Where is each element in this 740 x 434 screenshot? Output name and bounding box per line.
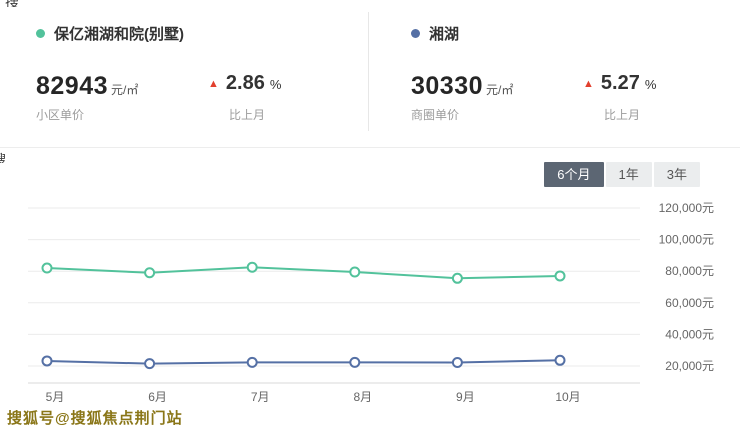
data-point[interactable] <box>41 355 53 367</box>
data-point[interactable] <box>246 356 258 368</box>
district-price-value: 30330 <box>411 72 484 100</box>
data-point[interactable] <box>41 262 53 274</box>
community-card: 保亿湘湖和院(别墅) 82943 元/㎡ 小区单价 ▲ 2.86 % 比上月 <box>0 0 368 147</box>
stats-header: 保亿湘湖和院(别墅) 82943 元/㎡ 小区单价 ▲ 2.86 % 比上月 <box>0 0 740 148</box>
time-range-tabs: 6个月 1年 3年 <box>0 162 700 187</box>
community-change-value: 2.86 <box>225 72 265 94</box>
series-line <box>46 359 561 365</box>
x-axis-tick-label: 6月 <box>148 390 167 404</box>
series-line <box>46 266 561 280</box>
x-axis-tick-label: 10月 <box>555 390 580 404</box>
district-name: 湘湖 <box>429 25 460 43</box>
community-change-label: 比上月 <box>229 108 266 122</box>
district-change-value: 5.27 <box>600 72 640 94</box>
district-change-stat: ▲ 5.27 % 比上月 <box>583 72 656 123</box>
tab-3-years[interactable]: 3年 <box>653 162 700 187</box>
y-axis-tick-label: 20,000元 <box>665 359 714 373</box>
community-name: 保亿湘湖和院(别墅) <box>54 25 184 43</box>
data-point[interactable] <box>554 354 566 366</box>
data-point[interactable] <box>451 272 463 284</box>
x-axis-tick-label: 8月 <box>353 390 372 404</box>
community-price-stat: 82943 元/㎡ 小区单价 <box>36 72 208 123</box>
district-change-percent-sign: % <box>644 77 657 92</box>
district-stats-row: 30330 元/㎡ 商圈单价 ▲ 5.27 % 比上月 <box>411 72 740 123</box>
y-axis-tick-label: 60,000元 <box>665 296 714 310</box>
vertical-divider <box>368 12 369 131</box>
community-title-row: 保亿湘湖和院(别墅) <box>36 24 368 43</box>
up-arrow-icon: ▲ <box>208 78 219 90</box>
y-axis-tick-label: 100,000元 <box>659 233 714 247</box>
x-axis-tick-label: 7月 <box>251 390 270 404</box>
data-point[interactable] <box>144 267 156 279</box>
community-price-value: 82943 <box>36 72 109 100</box>
tab-6-months[interactable]: 6个月 <box>544 162 604 187</box>
community-price-label: 小区单价 <box>36 108 85 122</box>
community-change-stat: ▲ 2.86 % 比上月 <box>208 72 281 123</box>
data-point[interactable] <box>349 356 361 368</box>
tab-1-year[interactable]: 1年 <box>605 162 652 187</box>
district-series-dot <box>411 28 420 38</box>
data-point[interactable] <box>451 357 463 369</box>
community-price-unit: 元/㎡ <box>111 83 139 97</box>
data-point[interactable] <box>554 270 566 282</box>
district-card: 湘湖 30330 元/㎡ 商圈单价 ▲ 5.27 % 比上月 <box>369 0 740 147</box>
data-point[interactable] <box>144 358 156 370</box>
data-point[interactable] <box>246 261 258 273</box>
data-point[interactable] <box>349 266 361 278</box>
watermark: 搜狐号@搜狐焦点荆门站 <box>7 410 183 427</box>
x-axis-tick-label: 9月 <box>456 390 475 404</box>
y-axis-tick-label: 40,000元 <box>665 327 714 341</box>
community-stats-row: 82943 元/㎡ 小区单价 ▲ 2.86 % 比上月 <box>36 72 368 123</box>
up-arrow-icon: ▲ <box>583 78 594 90</box>
x-axis-tick-label: 5月 <box>46 390 65 404</box>
watermark-top-partial: 搜狐号@搜狐焦点荆门站 <box>5 0 23 7</box>
district-price-unit: 元/㎡ <box>486 83 514 97</box>
district-change-label: 比上月 <box>604 108 641 122</box>
community-series-dot <box>36 28 45 38</box>
community-change-percent-sign: % <box>269 77 282 92</box>
y-axis-tick-label: 120,000元 <box>659 201 714 215</box>
district-title-row: 湘湖 <box>411 24 740 43</box>
watermark-left-partial: 搜狐号@搜狐焦点荆门站 <box>0 149 6 163</box>
district-price-stat: 30330 元/㎡ 商圈单价 <box>411 72 583 123</box>
price-trend-chart[interactable]: 120,000元 100,000元 80,000元 60,000元 40,000元 20,… <box>0 190 740 408</box>
y-axis-tick-label: 80,000元 <box>665 264 714 278</box>
district-price-label: 商圈单价 <box>411 108 460 122</box>
